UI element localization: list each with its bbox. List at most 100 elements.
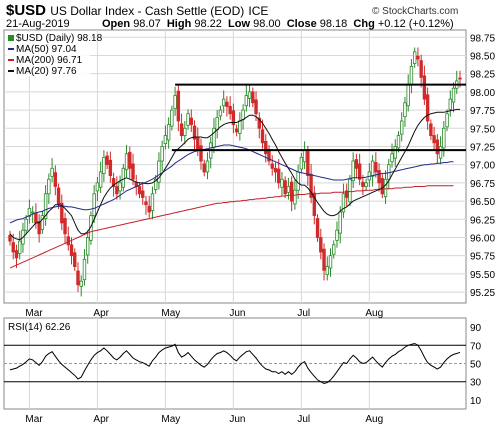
x-tick-label: Apr — [93, 308, 109, 319]
y-tick-label: 96.75 — [470, 179, 495, 190]
low-value: 98.00 — [253, 18, 281, 30]
rsi-x-tick-label: May — [161, 414, 180, 425]
candle-body — [186, 113, 190, 126]
candle-body — [364, 182, 368, 187]
y-tick-label: 98.25 — [470, 70, 495, 81]
candle-body — [153, 178, 158, 190]
candle-body — [128, 151, 132, 169]
candle-body — [179, 123, 184, 136]
x-tick-label: Jul — [297, 308, 310, 319]
y-tick-label: 97.75 — [470, 106, 495, 117]
candle-body — [60, 202, 64, 224]
rsi-line — [9, 342, 461, 385]
candle-body — [160, 146, 164, 162]
candle-body — [403, 102, 407, 118]
candle-body — [390, 153, 394, 163]
candle-body — [283, 180, 287, 195]
candle-body — [215, 116, 219, 131]
candle-body — [98, 171, 103, 188]
candle-body — [176, 90, 181, 122]
candle-body — [302, 149, 307, 163]
candle-body — [361, 181, 365, 187]
rsi-y-tick-label: 30 — [470, 378, 482, 389]
y-tick-label: 98.75 — [470, 33, 495, 44]
candle-body — [147, 205, 151, 213]
rsi-legend: RSI(14) 62.26 — [8, 322, 71, 333]
ma50-line — [9, 144, 454, 224]
rsi-y-tick-label: 90 — [470, 323, 482, 334]
candle-body — [34, 213, 38, 224]
candle-body — [412, 51, 417, 64]
candle-body — [315, 218, 320, 238]
low-label: Low — [228, 18, 251, 30]
candle-body — [47, 178, 51, 195]
candle-body — [277, 168, 281, 184]
candle-body — [137, 186, 142, 195]
candle-body — [432, 135, 436, 144]
rsi-x-tick-label: Mar — [25, 414, 43, 425]
candle-body — [173, 95, 177, 110]
candle-body — [425, 94, 430, 122]
candle-body — [218, 109, 223, 117]
candle-body — [306, 151, 310, 177]
candle-body — [105, 155, 109, 166]
candle-body — [328, 255, 333, 269]
candle-body — [409, 66, 414, 86]
candle-body — [348, 178, 352, 203]
candle-body — [319, 237, 323, 253]
x-tick-label: Mar — [25, 308, 43, 319]
candle-body — [192, 125, 197, 140]
candle-body — [357, 163, 362, 180]
candle-body — [257, 117, 261, 129]
candle-body — [8, 234, 12, 242]
candle-body — [383, 178, 388, 198]
candle-body — [196, 137, 200, 151]
candle-body — [273, 167, 278, 173]
chg-value: +0.12 (+0.12%) — [377, 18, 454, 30]
candle-body — [92, 193, 96, 217]
candle-body — [286, 186, 291, 193]
candle-body — [14, 250, 19, 259]
y-tick-label: 98.50 — [470, 51, 495, 62]
candle-body — [56, 187, 61, 206]
ma20-line — [9, 108, 460, 241]
candle-body — [370, 160, 375, 177]
candle-body — [448, 98, 452, 110]
candle-body — [419, 60, 423, 78]
legend-ma50: MA(50) 97.04 — [16, 44, 77, 55]
high-value: 98.22 — [194, 18, 222, 30]
candle-body — [374, 162, 378, 173]
candle-body — [296, 171, 300, 191]
legend-price: $USD (Daily) 98.18 — [16, 33, 103, 44]
rsi-y-tick-label: 50 — [470, 360, 482, 371]
candle-body — [157, 160, 161, 183]
candle-body — [234, 128, 239, 133]
candle-body — [458, 77, 462, 80]
y-tick-label: 97.00 — [470, 161, 495, 172]
rsi-x-tick-label: Apr — [93, 414, 109, 425]
candle-body — [400, 120, 404, 135]
candle-body — [24, 218, 28, 231]
candle-body — [150, 193, 155, 211]
candle-body — [118, 182, 122, 192]
candle-body — [183, 127, 187, 136]
candle-body — [73, 252, 77, 268]
y-tick-label: 95.25 — [470, 288, 495, 299]
candle-body — [111, 178, 116, 187]
candle-body — [254, 99, 258, 115]
candle-body — [82, 258, 87, 281]
candle-body — [332, 244, 336, 255]
candle-body — [354, 159, 359, 169]
candle-body — [115, 186, 119, 195]
candle-body — [189, 117, 193, 126]
candle-body — [102, 156, 106, 174]
chart-title: $USD US Dollar Index - Cash Settle (EOD)… — [6, 2, 268, 19]
symbol: $USD — [6, 2, 47, 19]
y-tick-label: 98.00 — [470, 88, 495, 99]
candle-body — [238, 120, 242, 134]
candle-body — [322, 248, 326, 271]
y-tick-label: 95.75 — [470, 252, 495, 263]
candle-body — [293, 189, 297, 205]
rsi-x-tick-label: Jun — [229, 414, 245, 425]
candle-body — [442, 127, 446, 149]
